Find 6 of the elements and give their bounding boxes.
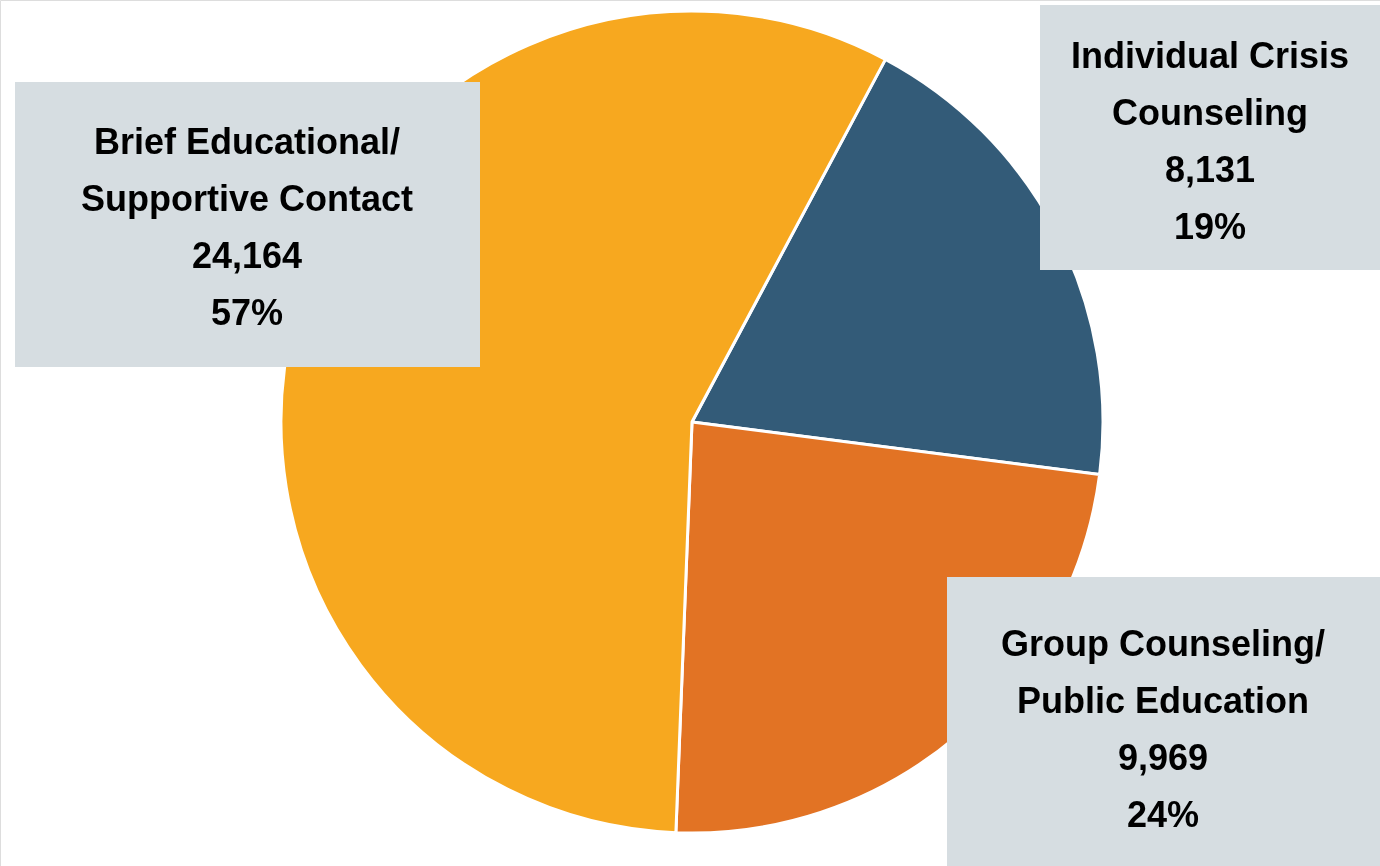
data-label: 9,969 24%	[1117, 737, 1209, 835]
slice-label: Brief Educational/ Supportive Contact	[80, 121, 414, 219]
data-label: 24,164 57%	[191, 235, 303, 333]
data-label: 8,131 19%	[1164, 149, 1256, 247]
slice-label: Group Counseling/ Public Education	[1001, 623, 1325, 721]
slice-label: Individual Crisis Counseling	[1070, 35, 1350, 133]
